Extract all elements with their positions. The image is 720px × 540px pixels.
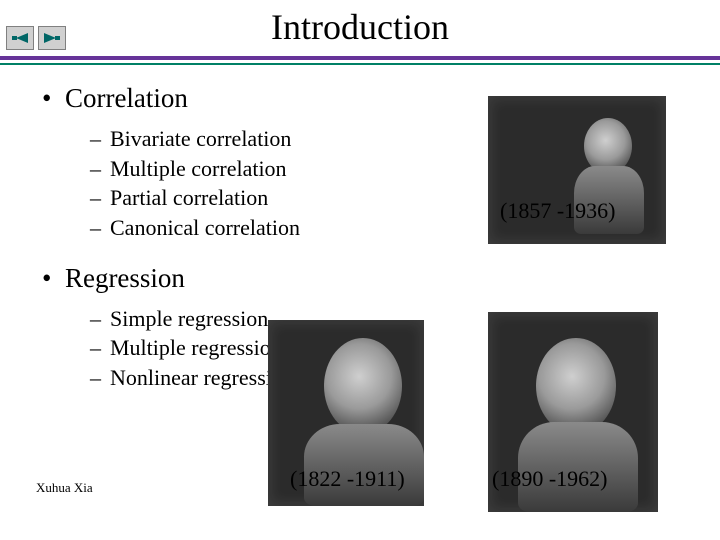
nav-arrows [6,26,66,50]
next-slide-button[interactable] [38,26,66,50]
arrow-left-icon [12,31,28,45]
footer-author: Xuhua Xia [36,480,93,496]
bullet-regression: • Regression [42,263,684,294]
caption-bottom-right: (1890 -1962) [492,466,607,492]
bullet-correlation-text: Correlation [65,83,188,113]
prev-slide-button[interactable] [6,26,34,50]
caption-top-right: (1857 -1936) [500,198,615,224]
title-rule [0,56,720,65]
bullet-regression-text: Regression [65,263,185,293]
caption-bottom-mid: (1822 -1911) [290,466,405,492]
slide-title: Introduction [0,0,720,48]
arrow-right-icon [44,31,60,45]
